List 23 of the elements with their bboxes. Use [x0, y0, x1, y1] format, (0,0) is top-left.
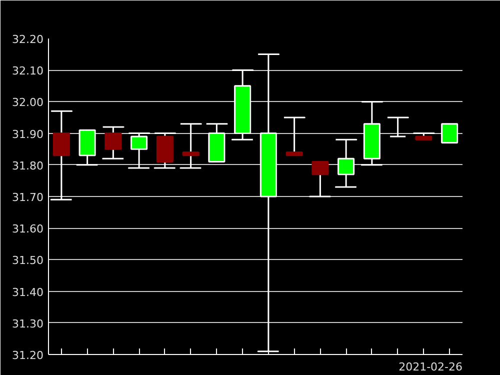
candlestick: [102, 126, 124, 160]
y-tick-label: 32.20: [12, 33, 44, 46]
y-tick-label: 32.10: [12, 64, 44, 78]
candlestick: [128, 132, 150, 169]
y-tick-label: 31.60: [12, 222, 44, 236]
x-axis-title: 2021-02-26: [398, 360, 463, 374]
candlestick: [360, 100, 384, 166]
y-tick-label: 31.50: [12, 254, 44, 268]
y-tick-label: 31.20: [12, 349, 44, 362]
y-tick-label: 31.30: [12, 317, 44, 330]
candlestick: [412, 132, 435, 140]
candlestick: [334, 138, 358, 188]
candlestick: [231, 69, 254, 140]
candlestick: [386, 116, 409, 138]
y-tick-label: 31.90: [12, 128, 44, 141]
y-tick-label: 31.70: [12, 191, 44, 204]
candlestick: [180, 123, 202, 169]
y-tick-label: 32.00: [12, 96, 44, 110]
candlestick: [154, 132, 176, 169]
candlestick: [283, 116, 306, 156]
candlestick: [309, 160, 332, 198]
y-tick-label: 31.40: [12, 286, 44, 299]
y-tick-label: 31.80: [12, 159, 44, 172]
